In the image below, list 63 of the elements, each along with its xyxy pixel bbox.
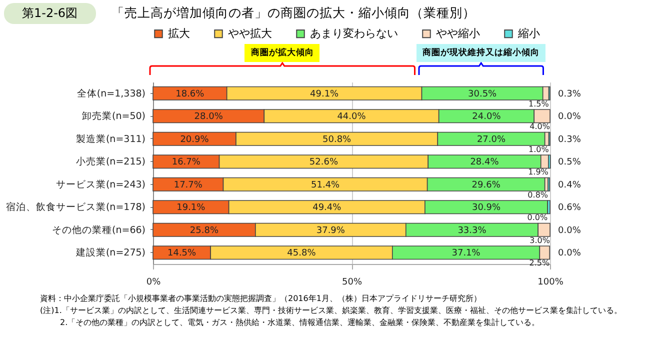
data-label: 0.3%: [558, 89, 582, 100]
y-tick-label: 全体(n=1,338): [76, 87, 146, 100]
data-label: 28.4%: [470, 158, 500, 168]
x-tick-label: 50%: [342, 278, 362, 288]
text: 商圏が拡大傾向: [244, 44, 320, 62]
data-label: 0.0%: [558, 226, 582, 236]
text: 商圏が現状維持又は縮小傾向: [416, 44, 546, 62]
data-label: 52.6%: [309, 158, 338, 168]
data-label: 30.9%: [472, 203, 502, 214]
legend-label: 拡大: [168, 26, 190, 40]
data-label: 2.5%: [529, 258, 550, 268]
data-label: 0.8%: [528, 190, 548, 200]
data-label: 0.0%: [558, 248, 582, 259]
data-label: 44.0%: [337, 112, 366, 122]
data-label: 37.1%: [452, 248, 481, 259]
data-label: 0.0%: [527, 213, 548, 222]
legend-label: あまり変わらない: [310, 26, 398, 40]
chart-title: 「売上高が増加傾向の者」の商圏の拡大・縮小傾向（業種別）: [112, 4, 476, 22]
data-label: 24.0%: [472, 112, 502, 122]
data-label: 1.9%: [528, 168, 549, 177]
data-label: 14.5%: [167, 248, 197, 259]
y-tick-label: 宿泊、飲食サービス業(n=178): [6, 201, 146, 214]
data-label: 1.5%: [528, 99, 550, 108]
data-label: 0.6%: [558, 203, 582, 214]
data-label: 45.8%: [287, 248, 316, 259]
data-label: 50.8%: [322, 134, 352, 145]
data-label: 30.5%: [468, 89, 498, 100]
data-label: 1.0%: [528, 144, 550, 154]
y-tick-label: 小売業(n=215): [76, 156, 146, 168]
data-label: 37.9%: [316, 226, 346, 236]
data-label: 3.0%: [530, 236, 550, 245]
y-tick-label: サービス業(n=243): [56, 178, 146, 190]
data-label: 0.0%: [558, 112, 582, 122]
legend-label: 縮小: [517, 26, 540, 40]
text: 第1-2-6図: [4, 2, 96, 24]
data-label: 25.8%: [190, 226, 219, 236]
data-label: 19.1%: [176, 203, 206, 214]
y-tick-label: 建設業(n=275): [74, 246, 146, 259]
text: (注)1.「サービス業」の内訳として、生活関連サービス業、専門・技術サービス業、娯楽業、教育、学習支援業、医療・福祉、その他サービス業を集計している。: [40, 305, 622, 317]
data-label: 27.0%: [476, 134, 506, 145]
text: 資料：中小企業庁委託「小規模事業者の事業活動の実態把握調査」（2016年1月、（株）日本アプライドリサーチ研究所）: [40, 293, 482, 305]
data-label: 29.6%: [472, 180, 501, 190]
data-label: 4.0%: [530, 122, 550, 132]
text: 2.「その他の業種」の内訳として、電気・ガス・熱供給・水道業、情報通信業、運輸業、金融業・保険業、不動産業を集計している。: [59, 317, 541, 329]
data-label: 0.3%: [558, 134, 582, 145]
y-tick-label: その他の業種(n=66): [52, 224, 146, 236]
data-label: 20.9%: [180, 134, 210, 145]
legend-label: やや縮小: [436, 26, 480, 40]
data-label: 17.7%: [174, 180, 203, 190]
data-label: 0.4%: [558, 180, 582, 190]
x-tick-label: 100%: [538, 278, 564, 288]
data-label: 49.4%: [312, 203, 342, 214]
data-label: 51.4%: [311, 180, 340, 190]
data-label: 33.3%: [458, 226, 487, 236]
y-tick-label: 製造業(n=311): [76, 132, 146, 145]
data-label: 28.0%: [194, 112, 224, 122]
x-tick-label: 0%: [146, 278, 162, 288]
data-label: 16.7%: [172, 158, 201, 168]
data-label: 0.5%: [558, 158, 582, 168]
legend-label: やや拡大: [228, 26, 272, 40]
y-tick-label: 卸売業(n=50): [82, 110, 146, 122]
data-label: 49.1%: [310, 89, 340, 100]
data-label: 18.6%: [176, 89, 205, 100]
